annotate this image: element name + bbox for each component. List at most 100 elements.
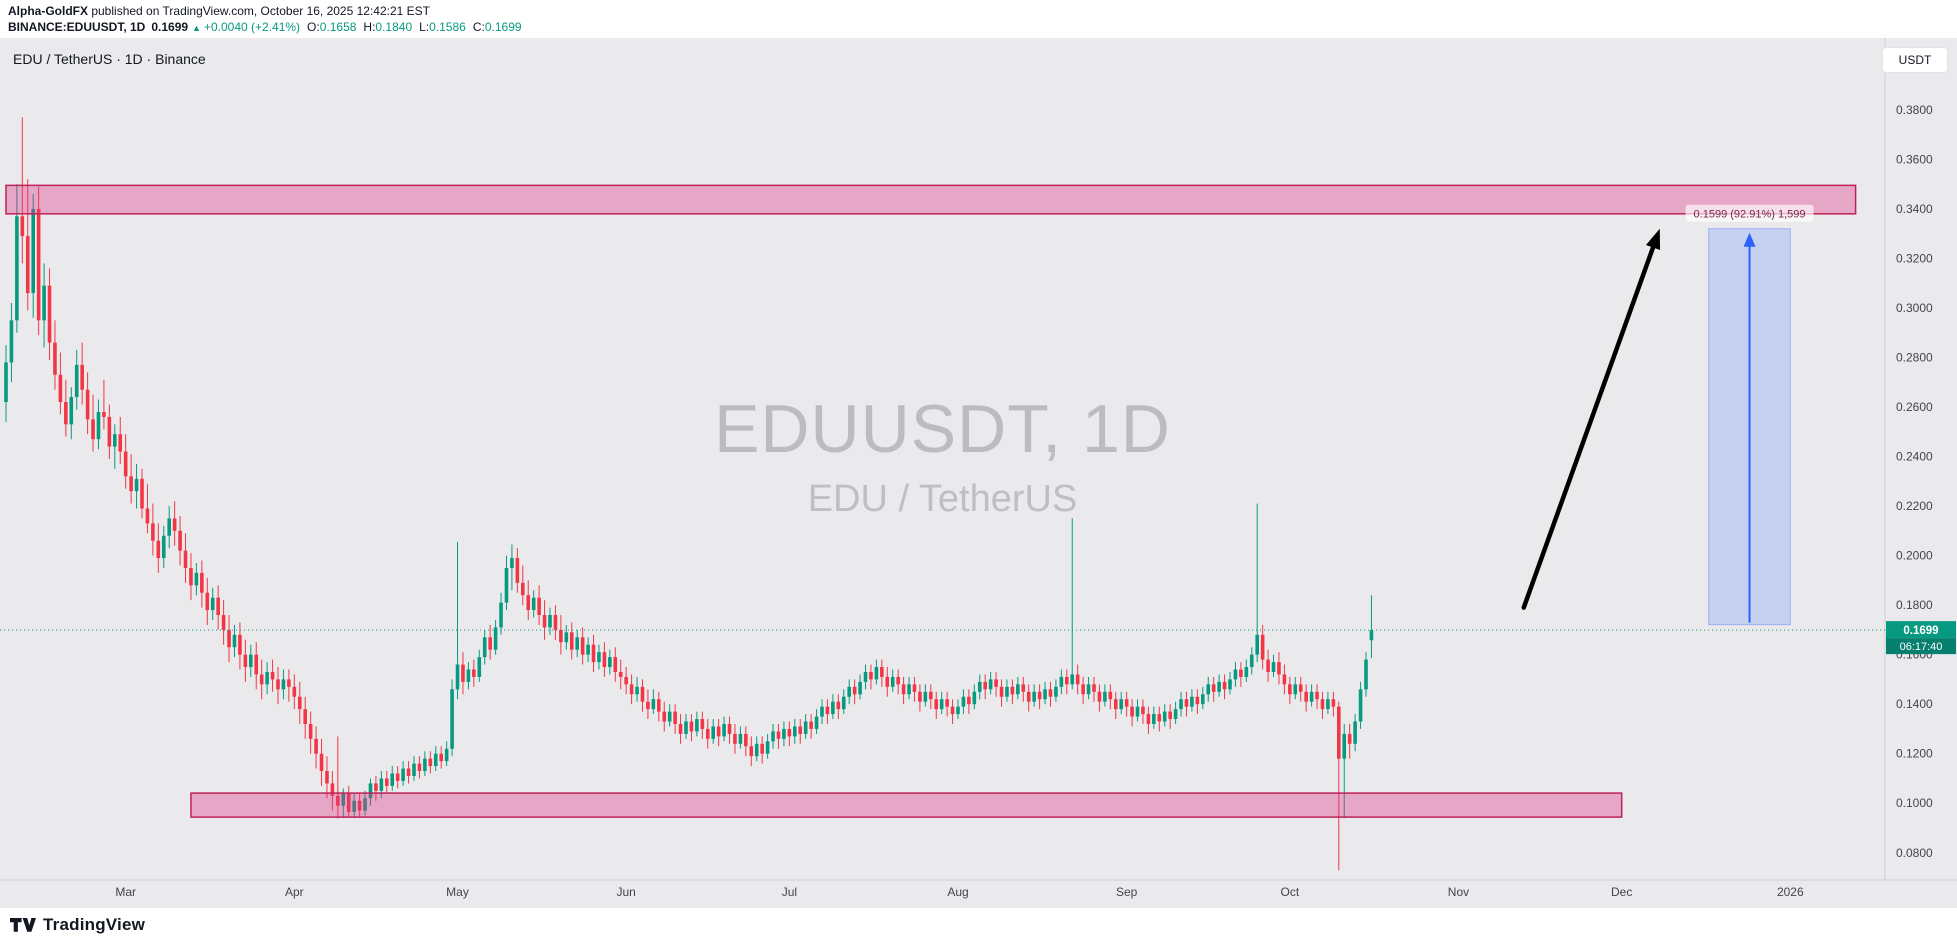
candle-body xyxy=(303,709,307,724)
candle-body xyxy=(967,696,971,705)
candle-body xyxy=(999,686,1004,697)
price-axis-label: 0.1000 xyxy=(1896,796,1933,810)
candle-body xyxy=(977,681,982,692)
candle-body xyxy=(102,411,106,417)
price-axis-label: 0.3000 xyxy=(1896,301,1933,315)
candle-body xyxy=(569,632,574,650)
resistance-zone[interactable] xyxy=(5,184,1857,215)
trend-arrow-line[interactable] xyxy=(1521,245,1656,610)
candle-body xyxy=(249,654,253,668)
candle-body xyxy=(918,691,922,702)
candle-body xyxy=(9,320,14,363)
candle-body xyxy=(760,743,764,754)
current-price-label-bg xyxy=(1886,621,1956,639)
candle-body xyxy=(542,615,547,628)
candle-body xyxy=(885,676,890,687)
candle-body xyxy=(390,773,395,786)
candle-body xyxy=(629,684,634,695)
symbol-summary: BINANCE:EDUUSDT, 1D 0.1699 ▲ +0.0040 (+2.41… xyxy=(8,19,1957,37)
close-value: 0.1699 xyxy=(484,20,522,34)
candle-body xyxy=(635,686,639,695)
time-axis-label: Sep xyxy=(1116,885,1138,899)
candle-body xyxy=(1342,733,1347,759)
candle-body xyxy=(1168,711,1172,720)
candle-body xyxy=(727,723,732,734)
candle-body xyxy=(15,216,19,321)
candle-body xyxy=(1021,684,1026,692)
candle-body xyxy=(803,721,808,734)
currency-toggle-button[interactable]: USDT xyxy=(1882,47,1948,73)
candle-body xyxy=(1309,691,1314,702)
candle-body xyxy=(1206,684,1211,695)
candle-body xyxy=(738,733,743,744)
price-axis-label: 0.2600 xyxy=(1896,400,1933,414)
candle-body xyxy=(482,637,487,658)
time-axis-label: Nov xyxy=(1448,885,1469,899)
candle-body xyxy=(1075,674,1080,685)
candle-body xyxy=(961,696,966,707)
price-axis-label: 0.0800 xyxy=(1896,846,1933,860)
candle-body xyxy=(591,644,596,663)
candle-body xyxy=(156,540,161,559)
candle-body xyxy=(276,679,280,690)
candle-body xyxy=(1152,714,1156,724)
candle-body xyxy=(1005,686,1009,697)
candle-body xyxy=(624,676,628,685)
candle-body xyxy=(123,451,128,477)
countdown-label-bg xyxy=(1886,638,1956,655)
candle-body xyxy=(58,374,63,403)
candle-body xyxy=(858,681,862,695)
candle-body xyxy=(1190,696,1194,707)
header-last-price: 0.1699 xyxy=(151,20,189,34)
candle-body xyxy=(91,419,95,440)
candle-body xyxy=(1065,676,1069,685)
candle-body xyxy=(232,634,237,648)
candle-body xyxy=(64,402,68,425)
candle-body xyxy=(439,753,443,762)
price-chart-canvas[interactable]: 0.1599 (92.91%) 1,599 0.3800 0.3600 0.3400 0… xyxy=(0,38,1957,908)
candle-body xyxy=(564,632,569,643)
candle-body xyxy=(336,795,340,806)
candle-body xyxy=(47,285,52,343)
price-axis-label: 0.2400 xyxy=(1896,450,1933,464)
candle-body xyxy=(1298,684,1303,692)
time-axis-label: May xyxy=(446,885,469,899)
candle-body xyxy=(618,671,623,677)
candle-body xyxy=(363,798,367,811)
candle-body xyxy=(820,706,824,717)
candle-body xyxy=(1048,689,1053,697)
candle-body xyxy=(221,615,226,630)
candle-body xyxy=(118,434,123,452)
candle-body xyxy=(1103,691,1107,702)
candle-body xyxy=(972,691,977,705)
candle-body xyxy=(1043,689,1047,700)
chart-area[interactable]: EDUUSDT, 1D EDU / TetherUS 0.1599 (92.91… xyxy=(0,38,1957,908)
tradingview-brand[interactable]: TradingView xyxy=(43,914,146,934)
candle-body xyxy=(216,597,220,616)
candle-body xyxy=(1288,684,1292,695)
candle-body xyxy=(270,671,275,680)
candle-body xyxy=(281,679,286,690)
candle-body xyxy=(194,572,199,586)
candle-body xyxy=(1108,691,1113,700)
candle-body xyxy=(716,726,721,737)
candle-body xyxy=(689,721,694,732)
candle-body xyxy=(673,711,677,724)
candle-body xyxy=(20,216,25,237)
candle-body xyxy=(417,763,422,772)
candle-body xyxy=(874,667,879,680)
candle-body xyxy=(994,679,998,687)
candle-body xyxy=(923,691,928,702)
countdown-label: 06:17:40 xyxy=(1900,641,1943,653)
candle-body xyxy=(521,582,525,596)
support-zone[interactable] xyxy=(190,792,1623,818)
candle-body xyxy=(1141,706,1145,715)
candle-body xyxy=(1326,699,1330,710)
tradingview-logo-icon[interactable] xyxy=(10,917,36,933)
candle-body xyxy=(515,558,520,583)
candle-body xyxy=(782,728,786,739)
candle-body xyxy=(1260,634,1265,660)
candle-body xyxy=(472,669,476,677)
candle-body xyxy=(423,758,427,772)
candle-body xyxy=(319,753,324,772)
